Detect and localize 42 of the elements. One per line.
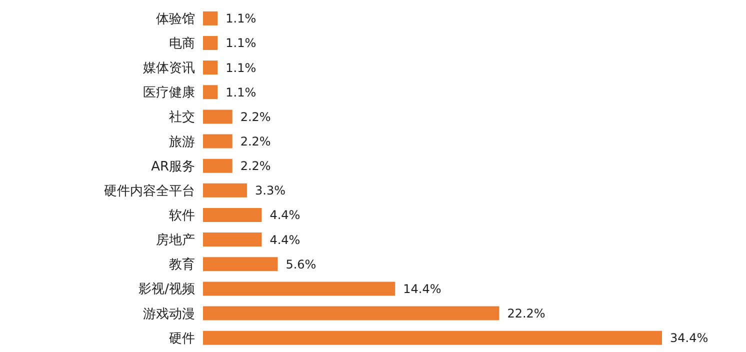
y-tick-label: 硬件内容全平台: [104, 182, 195, 199]
data-label: 4.4%: [270, 208, 300, 222]
y-tick-label: 媒体资讯: [143, 61, 195, 76]
bar: [203, 110, 232, 124]
y-tick-label: 房地产: [156, 232, 195, 248]
data-label: 2.2%: [240, 134, 271, 149]
bar: [203, 11, 218, 26]
data-label: 5.6%: [286, 257, 316, 272]
data-label: 1.1%: [226, 85, 256, 100]
y-tick-label: 软件: [169, 208, 195, 224]
data-label: 2.2%: [240, 159, 271, 174]
y-tick-label: 社交: [169, 109, 195, 126]
data-label: 34.4%: [670, 331, 708, 346]
data-label: 2.2%: [240, 110, 271, 124]
data-label: 1.1%: [226, 12, 256, 26]
bar: [203, 232, 262, 247]
bar: [203, 306, 500, 320]
y-tick-label: 医疗健康: [143, 86, 195, 101]
data-label: 3.3%: [255, 184, 286, 198]
y-tick-label: 电商: [169, 36, 195, 52]
data-label: 22.2%: [507, 306, 546, 321]
bar: [203, 208, 262, 222]
data-label: 1.1%: [226, 36, 256, 50]
y-tick-label: 影视/视频: [138, 282, 195, 298]
y-tick-label: 旅游: [169, 134, 195, 150]
bar: [203, 85, 218, 100]
bar: [203, 134, 232, 148]
bar: [203, 282, 396, 296]
bar: [203, 158, 232, 173]
y-tick-label: 硬件: [169, 331, 195, 346]
y-tick-label: 游戏动漫: [143, 306, 195, 322]
data-label: 14.4%: [403, 282, 442, 296]
y-tick-label: AR服务: [151, 159, 195, 174]
y-tick-label: 教育: [169, 256, 195, 273]
data-label: 4.4%: [270, 232, 300, 247]
bar: [203, 330, 662, 345]
bar: [203, 257, 278, 272]
bar: [203, 36, 218, 50]
bar: [203, 60, 218, 75]
y-tick-label: 体验馆: [156, 12, 195, 27]
bar: [203, 183, 248, 198]
data-label: 1.1%: [226, 60, 256, 75]
